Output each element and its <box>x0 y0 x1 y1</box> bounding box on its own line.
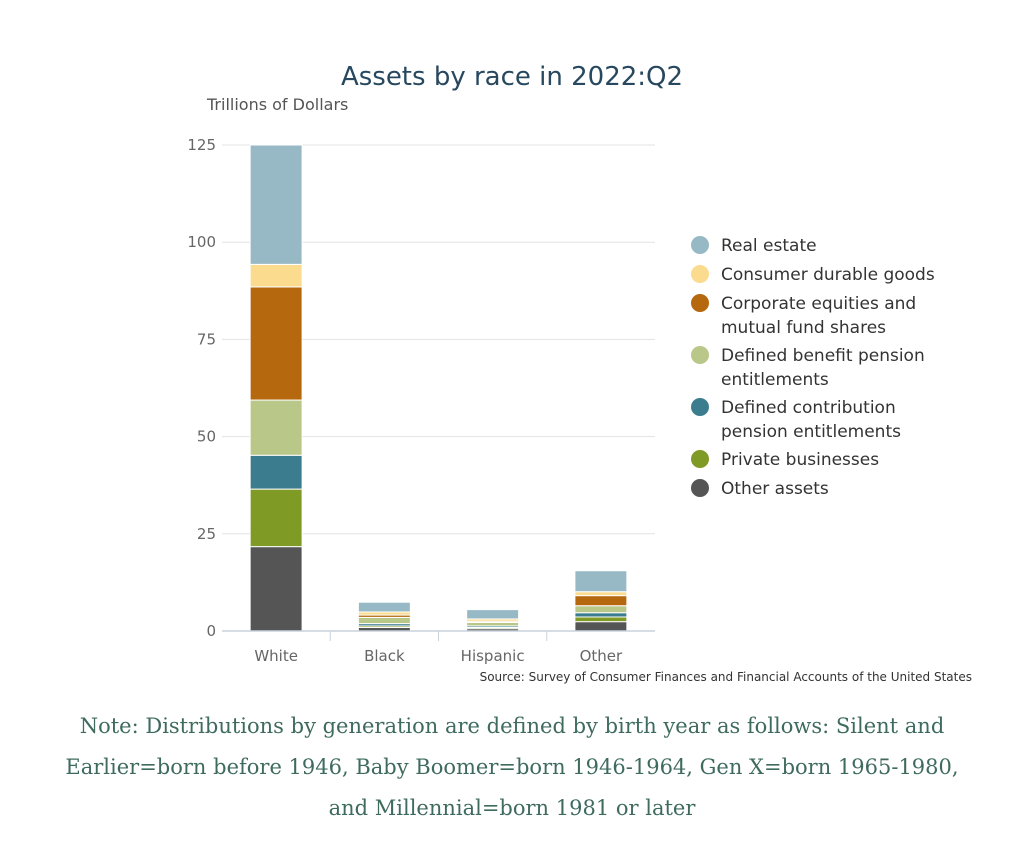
bar-segment <box>249 546 303 632</box>
legend-label: mutual fund shares <box>721 318 886 338</box>
bar-segment <box>574 621 628 632</box>
bar-segment <box>249 144 303 265</box>
axes: 0 25 50 75 100 125 White Black Hispanic Other <box>187 136 655 665</box>
bar-segment <box>466 621 520 627</box>
bar-segment <box>357 601 411 613</box>
source-note: Source: Survey of Consumer Finances and … <box>480 670 972 684</box>
legend-marker <box>691 294 709 312</box>
bar-segment <box>574 612 628 618</box>
bar-segment <box>249 454 303 490</box>
legend-marker <box>691 479 709 497</box>
bar-segment <box>357 616 411 625</box>
legend-label: Private businesses <box>721 450 879 470</box>
bar-segment <box>574 591 628 597</box>
footnote: Note: Distributions by generation are de… <box>30 706 994 829</box>
y-tick-label: 25 <box>197 525 216 543</box>
bars <box>249 144 628 632</box>
legend-label: Consumer durable goods <box>721 265 935 285</box>
y-tick-label: 0 <box>206 622 216 640</box>
legend-label: entitlements <box>721 370 829 390</box>
y-tick-label: 50 <box>197 428 216 446</box>
bar-segment <box>466 609 520 620</box>
bar-segment <box>574 616 628 623</box>
x-tick-label: Black <box>364 647 405 665</box>
assets-chart: Assets by race in 2022:Q2 Trillions of D… <box>187 62 972 684</box>
y-tick-label: 100 <box>187 233 216 251</box>
bar-segment <box>249 286 303 401</box>
footnote-line: Note: Distributions by generation are de… <box>79 714 945 738</box>
legend-label: Real estate <box>721 236 817 256</box>
legend-marker <box>691 398 709 416</box>
y-tick-label: 75 <box>197 330 216 348</box>
legend-label: Defined contribution <box>721 398 896 418</box>
legend-marker <box>691 346 709 364</box>
bar-segment <box>249 263 303 288</box>
bar-segment <box>574 605 628 614</box>
bar-segment <box>574 570 628 593</box>
legend-label: Corporate equities and <box>721 294 916 314</box>
legend-marker <box>691 265 709 283</box>
footnote-line: Earlier=born before 1946, Baby Boomer=bo… <box>65 755 959 779</box>
legend: Real estate Consumer durable goods Corpora… <box>691 236 935 499</box>
x-tick-label: Hispanic <box>461 647 525 665</box>
bar-segment <box>249 399 303 456</box>
x-tick-label: White <box>254 647 298 665</box>
footnote-line: and Millennial=born 1981 or later <box>328 796 696 820</box>
x-tick-label: Other <box>580 647 623 665</box>
legend-label: pension entitlements <box>721 422 901 442</box>
legend-label: Defined benefit pension <box>721 346 925 366</box>
legend-label: Other assets <box>721 479 829 499</box>
legend-marker <box>691 236 709 254</box>
bar-segment <box>249 488 303 548</box>
y-axis-label: Trillions of Dollars <box>206 95 348 114</box>
bar-segment <box>574 595 628 607</box>
chart-title: Assets by race in 2022:Q2 <box>341 62 683 92</box>
legend-marker <box>691 450 709 468</box>
y-tick-label: 125 <box>187 136 216 154</box>
